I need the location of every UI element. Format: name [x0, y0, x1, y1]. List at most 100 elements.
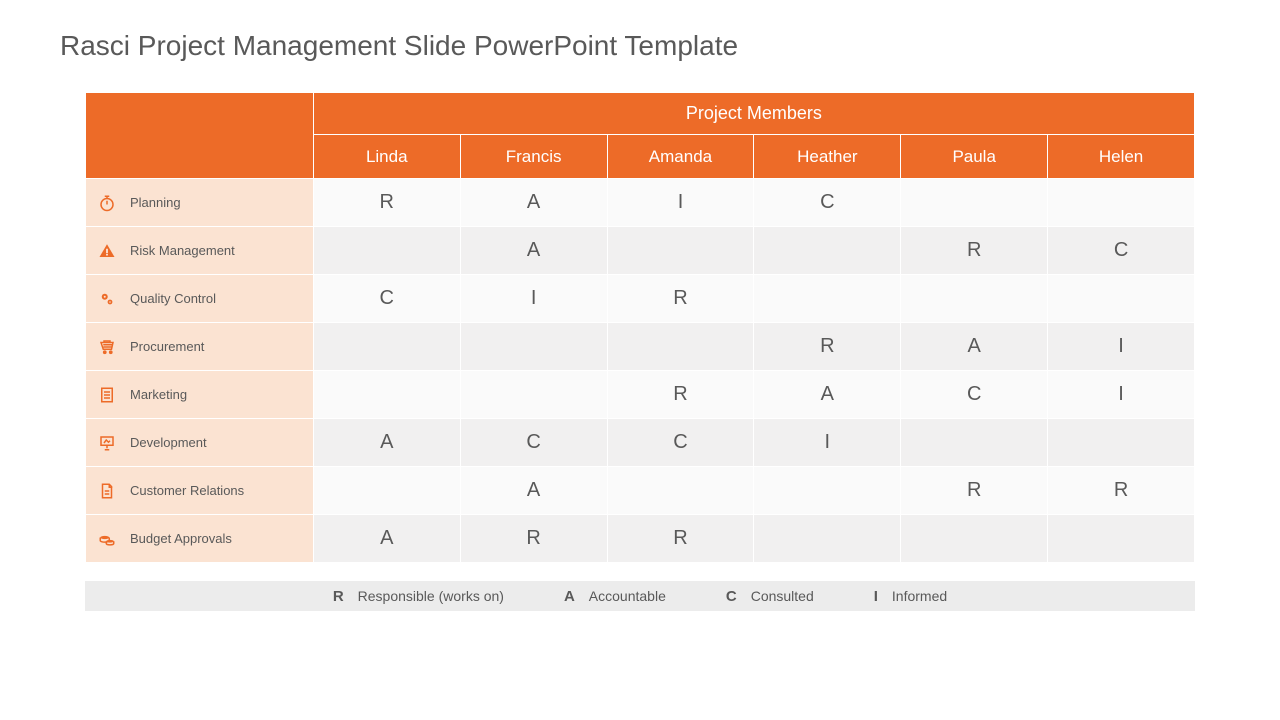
gears-icon	[98, 290, 116, 308]
rasci-cell	[460, 371, 607, 419]
rasci-cell	[313, 371, 460, 419]
rasci-cell: R	[607, 275, 754, 323]
warning-icon	[98, 242, 116, 260]
member-header-5: Helen	[1048, 135, 1195, 179]
member-header-0: Linda	[313, 135, 460, 179]
task-row: DevelopmentACCI	[86, 419, 1195, 467]
rasci-cell	[313, 323, 460, 371]
rasci-cell: A	[313, 515, 460, 563]
header-row-1: Project Members	[86, 93, 1195, 135]
legend-item: C Consulted	[726, 588, 814, 605]
member-header-2: Amanda	[607, 135, 754, 179]
cart-icon	[98, 338, 116, 356]
rasci-cell	[754, 515, 901, 563]
rasci-cell: A	[460, 179, 607, 227]
rasci-cell	[607, 227, 754, 275]
task-label-cell: Quality Control	[86, 275, 314, 323]
rasci-cell: A	[460, 227, 607, 275]
rasci-cell	[754, 275, 901, 323]
rasci-cell: R	[607, 515, 754, 563]
rasci-cell	[1048, 179, 1195, 227]
rasci-cell: C	[607, 419, 754, 467]
task-row: Quality Control CIR	[86, 275, 1195, 323]
legend-key: C	[726, 588, 737, 605]
rasci-cell: A	[460, 467, 607, 515]
checklist-icon	[98, 386, 116, 404]
rasci-cell	[1048, 515, 1195, 563]
rasci-cell	[901, 419, 1048, 467]
task-label: Planning	[130, 195, 181, 210]
rasci-cell: C	[901, 371, 1048, 419]
rasci-cell	[313, 227, 460, 275]
legend-item: AAccountable	[564, 588, 666, 605]
task-row: Budget ApprovalsARR	[86, 515, 1195, 563]
rasci-cell: C	[460, 419, 607, 467]
legend-key: R	[333, 588, 344, 605]
legend-label: Consulted	[751, 588, 814, 604]
rasci-cell	[1048, 275, 1195, 323]
rasci-cell	[754, 467, 901, 515]
rasci-cell: R	[901, 227, 1048, 275]
rasci-cell: R	[607, 371, 754, 419]
coins-icon	[98, 530, 116, 548]
member-header-3: Heather	[754, 135, 901, 179]
rasci-cell	[1048, 419, 1195, 467]
slide-title: Rasci Project Management Slide PowerPoin…	[60, 30, 1220, 62]
task-label: Customer Relations	[130, 483, 244, 498]
rasci-cell	[607, 323, 754, 371]
header-group: Project Members	[313, 93, 1194, 135]
task-label-cell: Procurement	[86, 323, 314, 371]
rasci-cell: I	[460, 275, 607, 323]
rasci-cell: C	[1048, 227, 1195, 275]
task-label: Development	[130, 435, 207, 450]
rasci-cell: A	[901, 323, 1048, 371]
rasci-cell: R	[901, 467, 1048, 515]
legend-label: Informed	[892, 588, 947, 604]
task-row: Procurement RAI	[86, 323, 1195, 371]
task-label-cell: Customer Relations	[86, 467, 314, 515]
rasci-cell	[460, 323, 607, 371]
legend-item: I Informed	[874, 588, 947, 605]
rasci-cell: A	[754, 371, 901, 419]
rasci-cell: I	[1048, 371, 1195, 419]
task-label: Budget Approvals	[130, 531, 232, 546]
rasci-cell: R	[754, 323, 901, 371]
legend-key: I	[874, 588, 878, 605]
legend-label: Accountable	[589, 588, 666, 604]
task-label: Risk Management	[130, 243, 235, 258]
task-label: Quality Control	[130, 291, 216, 306]
rasci-cell	[901, 275, 1048, 323]
task-row: Marketing RACI	[86, 371, 1195, 419]
rasci-cell: I	[607, 179, 754, 227]
task-label-cell: Risk Management	[86, 227, 314, 275]
task-row: Risk Management A RC	[86, 227, 1195, 275]
header-blank	[86, 93, 314, 179]
task-label-cell: Planning	[86, 179, 314, 227]
task-label-cell: Budget Approvals	[86, 515, 314, 563]
rasci-cell: I	[754, 419, 901, 467]
rasci-table: Project Members LindaFrancisAmandaHeathe…	[85, 92, 1195, 563]
rasci-cell: C	[313, 275, 460, 323]
slide: Rasci Project Management Slide PowerPoin…	[0, 0, 1280, 720]
rasci-cell: I	[1048, 323, 1195, 371]
task-row: Customer Relations A RR	[86, 467, 1195, 515]
rasci-cell: A	[313, 419, 460, 467]
rasci-cell	[901, 179, 1048, 227]
rasci-cell: R	[1048, 467, 1195, 515]
rasci-cell: R	[460, 515, 607, 563]
rasci-cell: C	[754, 179, 901, 227]
rasci-cell	[901, 515, 1048, 563]
member-header-1: Francis	[460, 135, 607, 179]
legend-bar: R Responsible (works on) AAccountable C Cons…	[85, 581, 1195, 611]
rasci-cell	[754, 227, 901, 275]
member-header-4: Paula	[901, 135, 1048, 179]
legend-item: R Responsible (works on)	[333, 588, 504, 605]
legend-label: Responsible (works on)	[358, 588, 504, 604]
rasci-cell	[313, 467, 460, 515]
task-label: Procurement	[130, 339, 204, 354]
task-label-cell: Development	[86, 419, 314, 467]
task-label: Marketing	[130, 387, 187, 402]
rasci-cell	[607, 467, 754, 515]
stopwatch-icon	[98, 194, 116, 212]
board-icon	[98, 434, 116, 452]
